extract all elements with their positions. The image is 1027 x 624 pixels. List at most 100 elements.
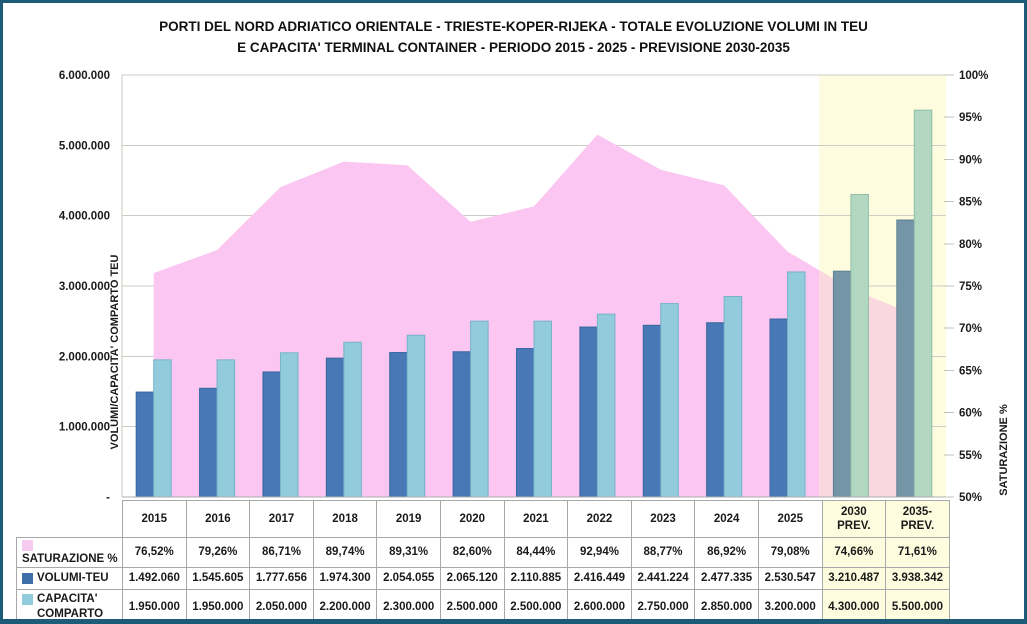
left-axis-tick-label: 3.000.000 xyxy=(59,281,110,293)
right-axis-tick-label: 85% xyxy=(959,197,982,209)
right-axis-tick-label: 75% xyxy=(959,281,982,293)
cell-volumi-teu-2022: 2.416.449 xyxy=(567,566,632,590)
cell-saturazione-2024: 86,92% xyxy=(694,537,759,568)
cell-saturazione-2021: 84,44% xyxy=(503,537,569,568)
capacity-bar-2035- xyxy=(913,109,933,498)
capacity-bar-2018 xyxy=(343,341,362,498)
cell-capacita-comparto-2017: 2.050.000 xyxy=(249,588,314,619)
cell-saturazione-2017: 86,71% xyxy=(249,537,314,568)
year-header-2030: 2030 PREV. xyxy=(821,500,887,538)
volume-bar-2030 xyxy=(832,270,852,498)
legend-chip-volumi-teu xyxy=(22,573,33,585)
volume-bar-2017 xyxy=(262,371,281,498)
cell-saturazione-2023: 88,77% xyxy=(630,537,696,568)
right-axis-title: SATURAZIONE % xyxy=(998,404,1010,496)
cell-capacita-comparto-2030: 4.300.000 xyxy=(821,588,887,619)
chart-plot: 6.000.000 5.000.000 4.000.000 3.000.000 2.00… xyxy=(59,70,1010,504)
cell-capacita-comparto-2025: 3.200.000 xyxy=(757,588,823,619)
cell-capacita-comparto-2016: 1.950.000 xyxy=(185,588,251,619)
right-axis-tick-label: 80% xyxy=(959,239,982,251)
year-header-2023: 2023 xyxy=(630,500,696,538)
cell-volumi-teu-2017: 1.777.656 xyxy=(249,566,314,590)
legend-label-saturazione: SATURAZIONE % xyxy=(22,553,118,566)
year-header-2021: 2021 xyxy=(503,500,569,538)
table-corner-cell xyxy=(17,501,123,538)
volume-bar-2021 xyxy=(516,348,535,498)
left-axis-title: VOLUMI/CAPACITA' COMPARTO TEU xyxy=(109,254,121,449)
volume-bar-2016 xyxy=(199,387,218,498)
left-axis-tick-label: 5.000.000 xyxy=(59,140,110,152)
cell-volumi-teu-2020: 2.065.120 xyxy=(439,566,505,590)
year-header-2018: 2018 xyxy=(312,500,378,538)
legend-chip-saturazione xyxy=(22,540,33,551)
volume-bar-2024 xyxy=(706,322,725,498)
left-axis-tick-label: 4.000.000 xyxy=(59,211,110,223)
cell-volumi-teu-2018: 1.974.300 xyxy=(312,566,378,590)
right-axis-tick-label: 55% xyxy=(959,450,982,462)
right-axis-tick-label: 90% xyxy=(959,154,982,166)
volume-bar-2018 xyxy=(325,357,345,498)
year-header-2019: 2019 xyxy=(376,500,441,538)
cell-capacita-comparto-2021: 2.500.000 xyxy=(503,588,569,619)
year-header-2015: 2015 xyxy=(122,500,187,538)
capacity-bar-2024 xyxy=(723,296,743,498)
capacity-bar-2030 xyxy=(850,194,869,498)
capacity-bar-2017 xyxy=(279,352,299,498)
volume-bar-2022 xyxy=(579,326,598,498)
volume-bar-2020 xyxy=(452,351,472,498)
capacity-bar-2021 xyxy=(533,320,552,498)
capacity-bar-2020 xyxy=(470,320,489,498)
legend-row-label-saturazione: SATURAZIONE % xyxy=(16,537,123,568)
cell-saturazione-2016: 79,26% xyxy=(185,537,251,568)
volume-bar-2019 xyxy=(389,352,408,498)
left-axis-tick-label: 6.000.000 xyxy=(59,70,110,82)
cell-saturazione-2030: 74,66% xyxy=(821,537,887,568)
cell-volumi-teu-2024: 2.477.335 xyxy=(694,566,759,590)
chart-title-line1: PORTI DEL NORD ADRIATICO ORIENTALE - TRI… xyxy=(159,19,868,34)
left-axis-tick-label: 2.000.000 xyxy=(59,351,110,363)
capacity-bar-2022 xyxy=(596,313,616,498)
cell-saturazione-2035-: 71,61% xyxy=(885,537,950,568)
cell-capacita-comparto-2022: 2.600.000 xyxy=(567,588,632,619)
year-header-2020: 2020 xyxy=(439,500,505,538)
cell-capacita-comparto-2020: 2.500.000 xyxy=(439,588,505,619)
cell-capacita-comparto-2019: 2.300.000 xyxy=(376,588,441,619)
cell-volumi-teu-2035-: 3.938.342 xyxy=(885,566,950,590)
cell-saturazione-2015: 76,52% xyxy=(122,537,187,568)
year-header-2017: 2017 xyxy=(249,500,314,538)
volume-bar-2035- xyxy=(896,219,915,498)
left-axis-tick-label: - xyxy=(106,492,110,504)
year-header-2024: 2024 xyxy=(694,500,759,538)
right-axis-tick-label: 65% xyxy=(959,365,982,377)
cell-volumi-teu-2015: 1.492.060 xyxy=(122,566,187,590)
cell-saturazione-2022: 92,94% xyxy=(567,537,632,568)
chart-title-line2: E CAPACITA' TERMINAL CONTAINER - PERIODO… xyxy=(237,40,790,55)
left-axis-tick-label: 1.000.000 xyxy=(59,422,110,434)
cell-volumi-teu-2016: 1.545.605 xyxy=(185,566,251,590)
right-axis-tick-label: 70% xyxy=(959,323,982,335)
cell-saturazione-2019: 89,31% xyxy=(376,537,441,568)
cell-capacita-comparto-2035-: 5.500.000 xyxy=(885,588,950,619)
cell-volumi-teu-2021: 2.110.885 xyxy=(503,566,569,590)
capacity-bar-2023 xyxy=(660,303,679,498)
year-header-2025: 2025 xyxy=(757,500,823,538)
capacity-bar-2025 xyxy=(787,271,806,498)
right-axis-tick-label: 60% xyxy=(959,408,982,420)
data-table: 2015 2016 2017 2018 2019 2020 2021 2022 2023 2024… xyxy=(16,500,950,620)
legend-label-capacita-comparto: CAPACITA' COMPARTO xyxy=(37,593,104,620)
chart-title: PORTI DEL NORD ADRIATICO ORIENTALE - TRI… xyxy=(3,16,1024,58)
capacity-bar-2016 xyxy=(216,359,236,498)
legend-chip-capacita-comparto xyxy=(22,594,33,606)
cell-capacita-comparto-2023: 2.750.000 xyxy=(630,588,696,619)
cell-saturazione-2020: 82,60% xyxy=(439,537,505,568)
year-header-2035-: 2035- PREV. xyxy=(885,500,950,538)
year-header-2022: 2022 xyxy=(567,500,632,538)
cell-capacita-comparto-2015: 1.950.000 xyxy=(122,588,187,619)
right-axis-tick-label: 95% xyxy=(959,112,982,124)
volume-bar-2025 xyxy=(769,318,789,498)
legend-row-label-capacita-comparto: CAPACITA' COMPARTO xyxy=(16,588,123,620)
cell-volumi-teu-2023: 2.441.224 xyxy=(630,566,696,590)
cell-volumi-teu-2019: 2.054.055 xyxy=(376,566,441,590)
volume-bar-2015 xyxy=(135,391,155,498)
